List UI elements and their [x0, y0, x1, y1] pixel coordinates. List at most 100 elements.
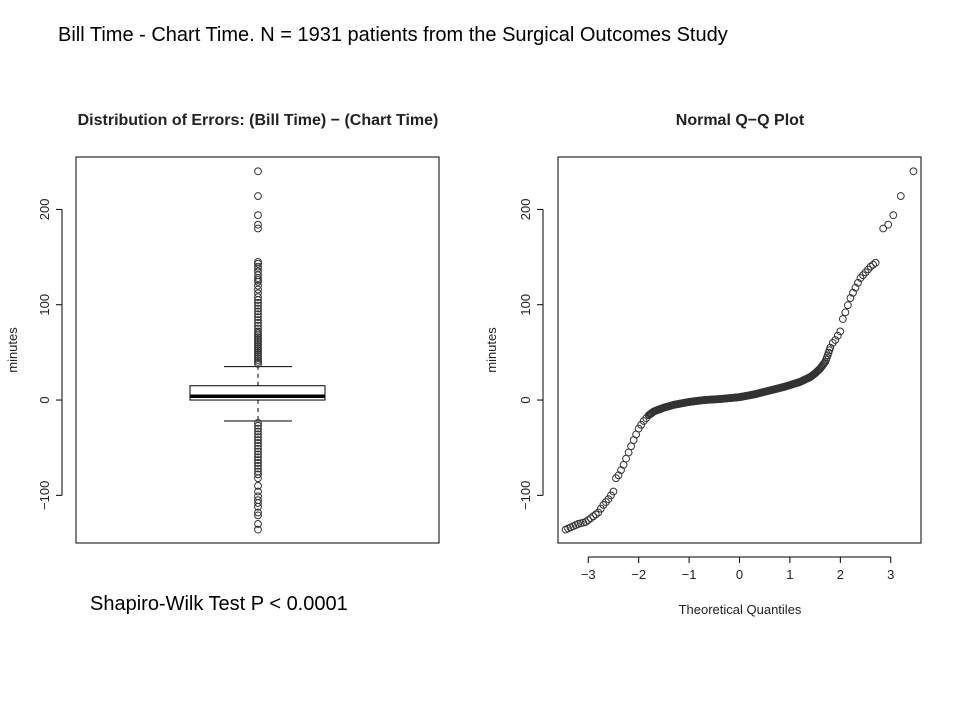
qq-point — [869, 260, 878, 269]
boxplot-outlier — [254, 430, 262, 439]
qq-x-tick-label: 2 — [837, 567, 844, 582]
boxplot-outlier — [254, 421, 262, 430]
qq-point — [851, 283, 860, 292]
boxplot-outlier — [254, 359, 262, 368]
boxplot-outlier — [254, 220, 262, 229]
boxplot-outlier — [254, 474, 262, 483]
qq-y-tick-label: −100 — [518, 481, 533, 510]
qq-point — [841, 308, 850, 317]
boxplot-outlier — [254, 281, 262, 290]
boxplot-outlier — [254, 459, 262, 467]
boxplot-title: Distribution of Errors: (Bill Time) − (C… — [78, 112, 439, 129]
boxplot-outlier — [254, 296, 262, 304]
boxplot-outlier — [254, 441, 262, 450]
qq-point — [836, 327, 845, 336]
boxplot-outlier — [254, 487, 262, 496]
boxplot-outlier — [254, 192, 262, 200]
qq-x-tick-label: −1 — [682, 567, 697, 582]
boxplot-y-tick-label: 0 — [37, 396, 52, 403]
qq-x-tick-label: 1 — [786, 567, 793, 582]
boxplot-outlier — [254, 167, 262, 176]
boxplot-panel: Distribution of Errors: (Bill Time) − (C… — [5, 112, 440, 544]
qq-point — [596, 504, 605, 513]
qq-point — [833, 331, 842, 340]
qq-points — [561, 167, 918, 534]
boxplot-outlier — [254, 427, 262, 436]
boxplot-outlier — [254, 439, 262, 447]
qq-x-tick-label: 3 — [887, 567, 894, 582]
qq-y-tick-label: 100 — [518, 294, 533, 316]
qq-x-tick-label: −3 — [581, 567, 596, 582]
boxplot-outlier — [254, 525, 262, 534]
boxplot-outlier — [254, 444, 262, 453]
boxplot-outlier — [254, 293, 262, 302]
boxplot-outlier — [254, 277, 262, 286]
boxplot-outlier — [254, 298, 262, 307]
boxplot-outlier — [254, 211, 262, 220]
boxplot-outlier — [254, 511, 262, 520]
qq-point — [609, 487, 618, 496]
qq-point — [896, 192, 905, 200]
boxplot-outlier — [254, 307, 262, 316]
qq-x-axis: −3 −2 −1 0 1 2 3 — [581, 556, 894, 582]
qq-point — [581, 518, 590, 526]
boxplot-outlier — [254, 508, 262, 517]
boxplot-outlier — [254, 481, 262, 490]
boxplot-outlier — [254, 447, 262, 456]
boxplot-y-axis: −100 0 100 200 — [37, 199, 63, 510]
qq-point — [586, 514, 595, 523]
qq-point — [866, 262, 875, 271]
qq-point — [889, 211, 898, 220]
qq-y-axis: −100 0 100 200 — [518, 199, 544, 510]
boxplot-outlier — [254, 450, 262, 459]
qq-point — [819, 360, 828, 369]
boxplot-outlier — [254, 316, 262, 324]
boxplot-y-tick-label: −100 — [37, 481, 52, 510]
boxplot-outlier — [254, 433, 262, 442]
boxplot-frame — [75, 156, 440, 544]
boxplot-y-tick-label: 100 — [37, 294, 52, 316]
qq-point — [843, 301, 852, 310]
qq-plot-panel: Normal Q−Q Plot −100 0 100 200 −3 −2 −1 0 1 2 3 m… — [484, 112, 922, 617]
qq-point — [879, 224, 888, 233]
boxplot-outlier — [254, 470, 262, 479]
qq-plot-title: Normal Q−Q Plot — [676, 112, 805, 129]
boxplot-outlier — [254, 436, 262, 444]
qq-point — [637, 420, 646, 429]
boxplot-outlier — [254, 313, 262, 322]
boxplot-outlier — [254, 419, 262, 427]
slide-title: Bill Time - Chart Time. N = 1931 patient… — [58, 24, 728, 46]
boxplot-body — [189, 366, 326, 422]
boxplot-outlier — [254, 453, 262, 462]
boxplot-outlier — [254, 424, 262, 433]
qq-point — [607, 491, 615, 500]
boxplot-outlier — [254, 499, 262, 507]
qq-x-label: Theoretical Quantiles — [679, 602, 802, 617]
boxplot-outlier — [254, 259, 262, 268]
boxplot-outlier — [254, 318, 262, 327]
boxplot-outlier — [254, 310, 262, 319]
qq-point — [594, 508, 603, 517]
qq-y-label: minutes — [484, 327, 499, 373]
qq-point — [584, 516, 593, 525]
boxplot-outlier — [254, 464, 262, 473]
qq-point — [589, 512, 598, 521]
boxplot-outlier — [254, 285, 262, 294]
qq-x-tick-label: −2 — [631, 567, 646, 582]
qq-point — [591, 510, 600, 519]
qq-point — [604, 495, 613, 504]
boxplot-outlier — [254, 520, 262, 528]
qq-y-tick-label: 200 — [518, 199, 533, 221]
qq-point — [884, 220, 893, 229]
qq-y-tick-label: 0 — [518, 396, 533, 403]
qq-point — [831, 336, 840, 344]
boxplot-outlier — [254, 304, 262, 313]
qq-point — [634, 424, 643, 433]
boxplot-outlier — [254, 301, 262, 310]
qq-point — [909, 167, 918, 176]
boxplot-outlier — [254, 456, 262, 464]
qq-point — [826, 343, 835, 352]
qq-point — [854, 278, 862, 287]
boxplot-y-label: minutes — [5, 327, 20, 373]
